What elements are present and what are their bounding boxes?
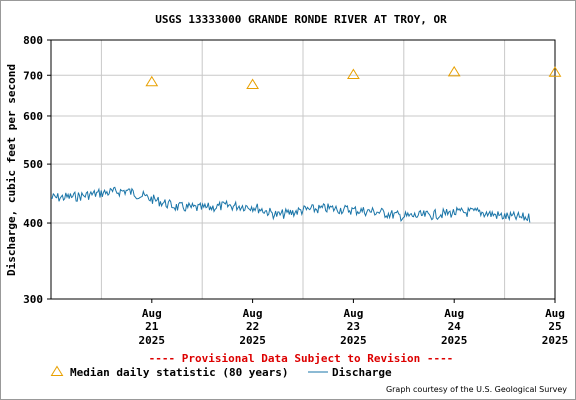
median-point bbox=[246, 78, 259, 89]
x-tick-label-month: Aug bbox=[343, 307, 363, 320]
x-tick-label-year: 2025 bbox=[340, 334, 367, 347]
median-point bbox=[548, 66, 562, 77]
median-point bbox=[145, 75, 159, 87]
plot-area-border bbox=[50, 39, 556, 300]
y-tick-label: 800 bbox=[23, 34, 43, 47]
y-tick-label: 300 bbox=[23, 293, 43, 306]
legend: Median daily statistic (80 years) Discha… bbox=[50, 365, 392, 379]
x-tick-label-year: 2025 bbox=[239, 334, 266, 347]
median-point bbox=[347, 68, 360, 80]
x-tick-label-month: Aug bbox=[142, 307, 162, 320]
provisional-notice: ---- Provisional Data Subject to Revisio… bbox=[149, 352, 454, 365]
legend-discharge-label: Discharge bbox=[332, 366, 392, 379]
x-tick-label-year: 2025 bbox=[441, 334, 468, 347]
median-point bbox=[447, 65, 461, 77]
x-tick-label-day: 25 bbox=[548, 320, 561, 333]
x-tick-label-day: 21 bbox=[145, 320, 159, 333]
grid bbox=[51, 40, 555, 299]
chart-title: USGS 13333000 GRANDE RONDE RIVER AT TROY… bbox=[155, 13, 447, 26]
y-tick-label: 700 bbox=[23, 69, 43, 82]
x-tick-label-day: 24 bbox=[448, 320, 462, 333]
x-tick-label-year: 2025 bbox=[542, 334, 569, 347]
discharge-line bbox=[50, 186, 531, 223]
y-axis-ticks: 300 400 500 600 700 800 bbox=[23, 34, 51, 306]
y-tick-label: 600 bbox=[23, 110, 43, 123]
x-tick-label-month: Aug bbox=[545, 307, 565, 320]
x-tick-label-day: 23 bbox=[347, 320, 360, 333]
x-tick-label-day: 22 bbox=[246, 320, 259, 333]
x-tick-label-year: 2025 bbox=[139, 334, 166, 347]
series bbox=[50, 65, 562, 223]
legend-median-label: Median daily statistic (80 years) bbox=[70, 366, 289, 379]
y-tick-label: 500 bbox=[23, 158, 43, 171]
x-axis-ticks: Aug212025Aug222025Aug232025Aug242025Aug2… bbox=[139, 299, 569, 347]
legend-median-marker bbox=[50, 365, 64, 376]
credit-text: Graph courtesy of the U.S. Geological Su… bbox=[386, 385, 567, 394]
x-tick-label-month: Aug bbox=[243, 307, 263, 320]
x-tick-label-month: Aug bbox=[444, 307, 464, 320]
y-tick-label: 400 bbox=[23, 217, 43, 230]
y-axis-label: Discharge, cubic feet per second bbox=[5, 64, 18, 276]
